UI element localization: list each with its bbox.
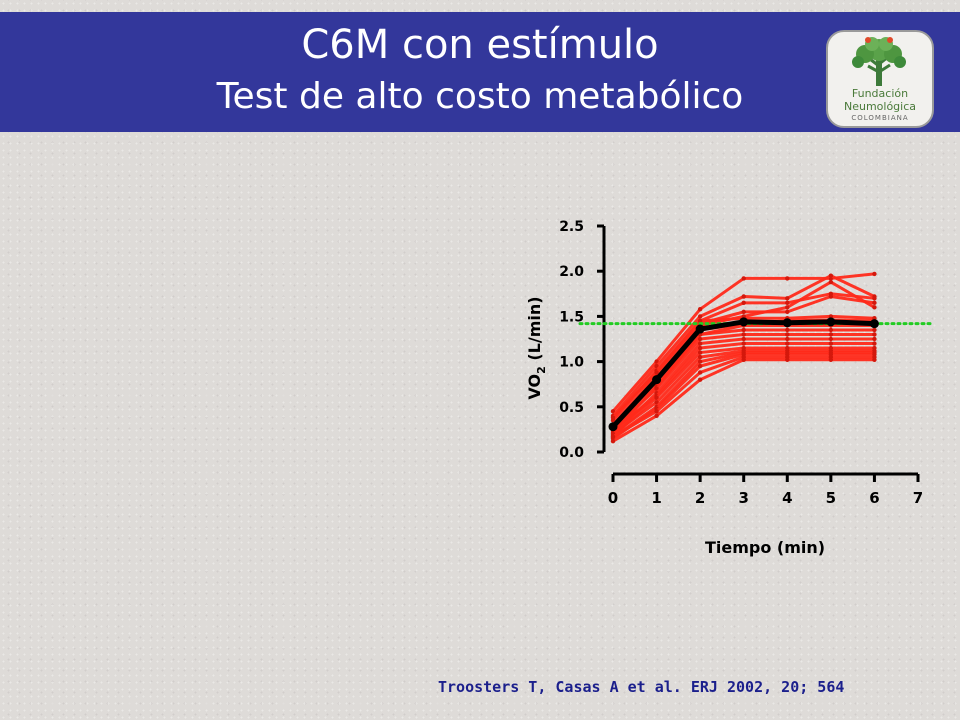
subject-data-point [697, 314, 703, 319]
mean-data-point [869, 319, 879, 329]
y-tick-label: 1.5 [559, 309, 584, 325]
mean-data-point [739, 317, 749, 327]
subject-data-point [654, 409, 659, 414]
subject-data-point [610, 438, 616, 444]
subject-data-point [697, 370, 703, 375]
y-axis-label-main: VO [525, 374, 544, 400]
subject-data-point [697, 377, 703, 382]
subject-data-point [785, 309, 790, 315]
subject-data-point [741, 276, 746, 281]
subject-data-point [697, 306, 703, 312]
x-tick-label: 4 [782, 489, 792, 507]
subject-data-point [785, 300, 790, 306]
subject-data-point [654, 400, 659, 405]
subject-data-point [785, 296, 790, 301]
y-axis-label-subscript: 2 [535, 366, 548, 374]
x-tick-label: 1 [651, 489, 661, 507]
subject-data-point [610, 434, 616, 439]
subject-data-point [785, 336, 790, 342]
subject-data-point [741, 341, 746, 346]
subject-data-point [785, 276, 790, 281]
slide-title: C6M con estímulo [301, 22, 659, 68]
subject-data-point [741, 309, 746, 315]
subject-data-point [828, 279, 834, 285]
subject-data-point [697, 363, 703, 369]
y-tick-label: 0.5 [559, 400, 584, 416]
x-tick-label: 6 [869, 489, 879, 507]
subject-data-point [872, 336, 877, 342]
subject-data-point [828, 327, 834, 333]
y-tick-label: 2.5 [559, 219, 584, 235]
subject-data-point [697, 359, 703, 364]
subject-data-point [697, 345, 703, 351]
subject-data-point [654, 395, 659, 400]
subject-data-point [828, 294, 834, 299]
subject-data-point [828, 341, 834, 346]
mean-data-point [826, 317, 836, 327]
subject-data-point [785, 327, 790, 333]
x-tick-label: 5 [826, 489, 836, 507]
citation: Troosters T, Casas A et al. ERJ 2002, 20… [438, 678, 845, 696]
title-banner [0, 12, 960, 132]
x-tick-label: 3 [738, 489, 748, 507]
subject-data-point [828, 357, 834, 362]
y-axis-label-unit: (L/min) [525, 296, 544, 366]
mean-data-point [608, 422, 618, 432]
subject-data-point [654, 413, 659, 419]
subject-data-point [872, 300, 877, 306]
subject-data-point [828, 273, 834, 278]
x-axis-label: Tiempo (min) [705, 538, 825, 557]
subject-data-point [741, 357, 746, 362]
foundation-logo: Fundación Neumológica COLOMBIANA [826, 30, 934, 128]
y-tick-label: 2.0 [559, 264, 584, 280]
subject-data-point [697, 318, 703, 324]
logo-text-line2: Neumológica [843, 100, 917, 113]
subject-data-point [785, 357, 790, 362]
subject-data-point [785, 305, 790, 310]
x-tick-label: 0 [608, 489, 618, 507]
subject-data-point [872, 327, 877, 333]
subject-data-point [872, 341, 877, 346]
mean-data-point [782, 318, 792, 328]
subject-data-point [828, 332, 834, 337]
subject-data-point [697, 354, 703, 360]
logo-text-line1: Fundación [851, 87, 909, 100]
subject-data-point [741, 336, 746, 342]
subject-data-point [697, 336, 703, 342]
subject-data-point [828, 336, 834, 342]
subject-data-point [741, 332, 746, 337]
subject-data-point [872, 296, 877, 301]
subject-data-point [741, 294, 746, 299]
y-tick-label: 0.0 [559, 445, 584, 461]
subject-data-point [697, 350, 703, 355]
slide-subtitle: Test de alto costo metabólico [216, 76, 744, 117]
y-axis-label: VO2 (L/min) [525, 296, 548, 399]
subject-data-point [872, 357, 877, 362]
subject-data-point [741, 300, 746, 306]
mean-data-point [652, 375, 662, 385]
x-tick-label: 7 [913, 489, 923, 507]
subject-data-point [610, 415, 616, 420]
subject-data-point [654, 370, 659, 375]
subject-data-point [741, 327, 746, 333]
subject-data-point [872, 305, 877, 310]
subject-data-point [785, 332, 790, 337]
subject-data-point [872, 271, 877, 277]
y-tick-label: 1.0 [559, 355, 584, 371]
tree-icon [852, 37, 906, 86]
x-tick-label: 2 [695, 489, 705, 507]
subject-data-point [785, 341, 790, 346]
subject-data-point [697, 341, 703, 346]
logo-text-line3: COLOMBIANA [851, 114, 909, 122]
mean-data-point [695, 324, 705, 334]
subject-data-point [872, 332, 877, 337]
